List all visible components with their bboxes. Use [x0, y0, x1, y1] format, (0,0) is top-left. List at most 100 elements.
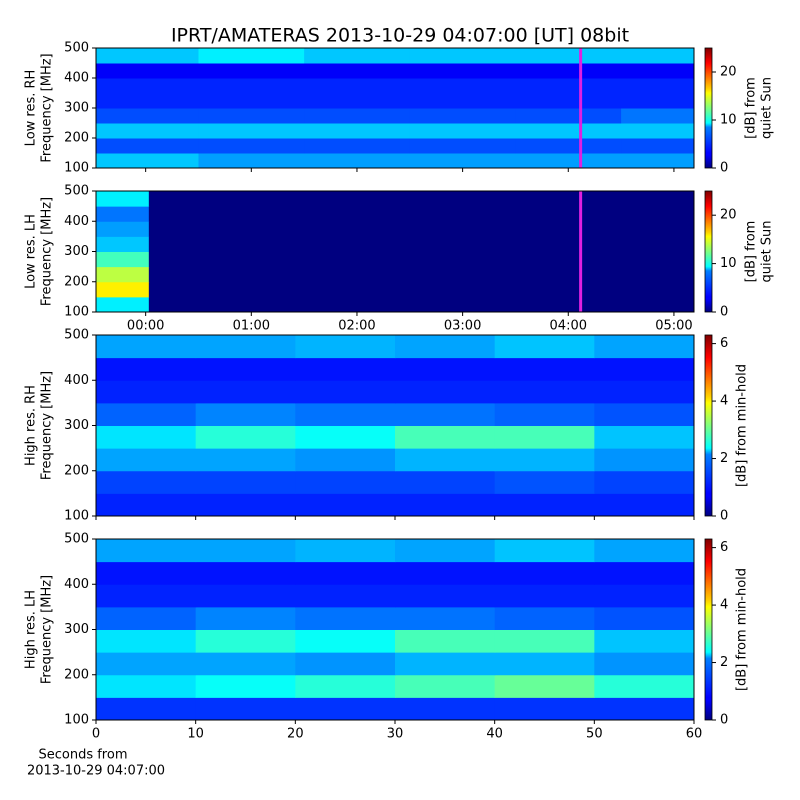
- heatmap-cell: [96, 206, 150, 222]
- heatmap-cell: [96, 251, 150, 268]
- heatmap-cell: [198, 63, 305, 79]
- heatmap-cell: [195, 561, 296, 585]
- heatmap-cell: [594, 539, 695, 563]
- y-tick-label: 400: [64, 373, 89, 388]
- y-tick-label: 500: [64, 41, 89, 56]
- heatmap-cell: [494, 448, 595, 472]
- heatmap-cell: [304, 63, 411, 79]
- heatmap-cell: [621, 78, 695, 94]
- heatmap-cell: [594, 380, 695, 404]
- colorbar-label: quiet Sun: [760, 77, 775, 139]
- y-tick-label: 500: [64, 532, 89, 547]
- x-tick-label: 50: [586, 727, 603, 742]
- heatmap-cell: [494, 584, 595, 608]
- y-tick-label: 100: [64, 305, 89, 320]
- x-tick-label: 05:00: [655, 319, 692, 334]
- heatmap-cell: [148, 251, 695, 268]
- y-axis-label: Low res. LH: [24, 214, 39, 289]
- heatmap-cell: [395, 425, 496, 449]
- heatmap-cell: [96, 425, 197, 449]
- heatmap-cell: [148, 236, 695, 252]
- heatmap-cell: [96, 470, 197, 494]
- heatmap-cell: [621, 93, 695, 109]
- colorbar-tick-label: 20: [720, 65, 737, 80]
- colorbar-tick-label: 20: [720, 208, 737, 223]
- y-tick-label: 200: [64, 274, 89, 289]
- x-tick-label: 0: [92, 727, 100, 742]
- x-tick-label: 02:00: [338, 319, 375, 334]
- heatmap-cell: [198, 153, 305, 169]
- heatmap-cell: [295, 470, 396, 494]
- heatmap-cell: [594, 402, 695, 426]
- heatmap-cell: [195, 584, 296, 608]
- colorbar: [704, 190, 713, 313]
- colorbar-tick-label: 0: [720, 509, 728, 524]
- heatmap-cell: [494, 335, 595, 359]
- x-tick-label: 04:00: [550, 319, 587, 334]
- heatmap-cell: [195, 493, 296, 517]
- y-axis-label: Frequency [MHz]: [40, 197, 55, 306]
- x-tick-label: 10: [187, 727, 204, 742]
- colorbar-tick-label: 0: [720, 713, 728, 728]
- y-axis-label: Low res. RH: [24, 70, 39, 147]
- heatmap-cell: [494, 380, 595, 404]
- y-axis-label: Frequency [MHz]: [40, 53, 55, 162]
- heatmap-cell: [96, 191, 150, 207]
- heatmap-cell: [295, 674, 396, 698]
- colorbar-tick-label: 2: [720, 655, 728, 670]
- y-tick-label: 300: [64, 244, 89, 259]
- heatmap-cell: [195, 402, 296, 426]
- y-tick-label: 100: [64, 161, 89, 176]
- heatmap-cell: [195, 357, 296, 381]
- heatmap-cell: [594, 448, 695, 472]
- time-marker: [579, 48, 583, 168]
- colorbar-tick-label: 4: [720, 598, 728, 613]
- heatmap-cell: [515, 153, 622, 169]
- heatmap-cell: [594, 493, 695, 517]
- heatmap-cell: [96, 561, 197, 585]
- heatmap-cell: [295, 493, 396, 517]
- y-tick-label: 300: [64, 101, 89, 116]
- heatmap-cell: [395, 697, 496, 721]
- heatmap-cell: [295, 652, 396, 676]
- heatmap-cell: [148, 281, 695, 298]
- heatmap-cell: [295, 357, 396, 381]
- heatmap-cell: [395, 652, 496, 676]
- x-axis-label: Seconds from: [38, 748, 127, 763]
- colorbar-tick-label: 6: [720, 336, 728, 351]
- heatmap-cell: [395, 470, 496, 494]
- heatmap-cell: [304, 78, 411, 94]
- y-tick-label: 200: [64, 131, 89, 146]
- y-tick-label: 300: [64, 622, 89, 637]
- y-axis-label: High res. RH: [24, 385, 39, 466]
- heatmap-cell: [494, 561, 595, 585]
- heatmap-cell: [195, 652, 296, 676]
- x-tick-label: 60: [686, 727, 703, 742]
- heatmap-cell: [295, 380, 396, 404]
- heatmap-cell: [594, 629, 695, 653]
- heatmap-cell: [96, 493, 197, 517]
- heatmap-cell: [395, 448, 496, 472]
- colorbar-label: [dB] from: [744, 77, 759, 139]
- heatmap-cell: [295, 561, 396, 585]
- heatmap-cell: [96, 697, 197, 721]
- heatmap-cell: [96, 236, 150, 252]
- heatmap-cell: [395, 357, 496, 381]
- heatmap-cell: [494, 697, 595, 721]
- heatmap-cell: [409, 123, 516, 139]
- heatmap-cell: [594, 470, 695, 494]
- x-tick-label: 20: [287, 727, 304, 742]
- heatmap-cell: [594, 606, 695, 630]
- y-tick-label: 100: [64, 713, 89, 728]
- heatmap-cell: [96, 153, 199, 169]
- heatmap-cell: [515, 138, 622, 154]
- heatmap-cell: [198, 93, 305, 109]
- heatmap-cell: [96, 78, 199, 94]
- y-axis-label: High res. LH: [24, 590, 39, 669]
- heatmap-cell: [621, 123, 695, 139]
- heatmap-cell: [295, 448, 396, 472]
- heatmap-cell: [304, 108, 411, 124]
- heatmap-cell: [515, 48, 622, 64]
